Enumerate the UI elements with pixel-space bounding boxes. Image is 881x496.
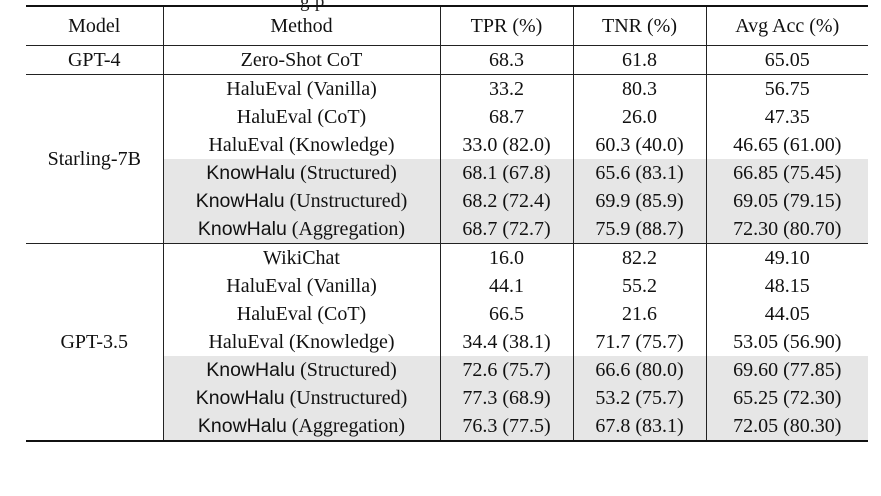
tnr-cell: 82.2 [572, 243, 706, 272]
method-cell: HaluEval (Vanilla) [162, 272, 440, 300]
table-row: KnowHalu (Structured) 72.6 (75.7) 66.6 (… [26, 356, 868, 384]
table-row: HaluEval (CoT) 68.7 26.0 47.35 [26, 103, 868, 131]
method-cell: HaluEval (Knowledge) [162, 328, 440, 356]
method-cell: KnowHalu (Unstructured) [162, 187, 440, 215]
tpr-cell: 33.0 (82.0) [439, 131, 573, 159]
avg-acc-cell: 46.65 (61.00) [705, 131, 868, 159]
tnr-cell: 80.3 [572, 74, 706, 103]
model-cell: Starling-7B [26, 74, 163, 244]
avg-acc-cell: 69.05 (79.15) [705, 187, 868, 215]
tpr-cell: 68.7 [439, 103, 573, 131]
tnr-cell: 55.2 [572, 272, 706, 300]
tnr-cell: 69.9 (85.9) [572, 187, 706, 215]
table-row: HaluEval (Knowledge) 34.4 (38.1) 71.7 (7… [26, 328, 868, 356]
table-row: KnowHalu (Structured) 68.1 (67.8) 65.6 (… [26, 159, 868, 187]
tnr-cell: 53.2 (75.7) [572, 384, 706, 412]
method-cell: HaluEval (Vanilla) [162, 74, 440, 103]
table-row: KnowHalu (Unstructured) 68.2 (72.4) 69.9… [26, 187, 868, 215]
tnr-cell: 67.8 (83.1) [572, 412, 706, 442]
avg-acc-cell: 66.85 (75.45) [705, 159, 868, 187]
tnr-cell: 66.6 (80.0) [572, 356, 706, 384]
tnr-cell: 21.6 [572, 300, 706, 328]
table-row: HaluEval (Knowledge) 33.0 (82.0) 60.3 (4… [26, 131, 868, 159]
table-row: GPT-4 Zero-Shot CoT 68.3 61.8 65.05 [26, 45, 868, 75]
method-name: KnowHalu [206, 359, 296, 381]
header-avg-acc: Avg Acc (%) [705, 6, 868, 46]
method-variant: (Structured) [300, 359, 397, 381]
table-row: Starling-7B HaluEval (Vanilla) 33.2 80.3… [26, 74, 868, 244]
avg-acc-cell: 69.60 (77.85) [705, 356, 868, 384]
table-row: KnowHalu (Aggregation) 76.3 (77.5) 67.8 … [26, 412, 868, 442]
tpr-cell: 68.2 (72.4) [439, 187, 573, 215]
model-cell: GPT-4 [26, 45, 163, 75]
table-row: GPT-3.5 WikiChat 16.0 82.2 49.10 [26, 243, 868, 442]
method-cell: HaluEval (CoT) [162, 103, 440, 131]
method-name: KnowHalu [195, 190, 285, 212]
avg-acc-cell: 56.75 [705, 74, 868, 103]
tpr-cell: 68.7 (72.7) [439, 215, 573, 244]
method-cell: HaluEval (Knowledge) [162, 131, 440, 159]
model-cell: GPT-3.5 [26, 243, 163, 442]
header-method: Method [162, 6, 440, 46]
method-name: KnowHalu [197, 415, 287, 437]
method-cell: KnowHalu (Structured) [162, 356, 440, 384]
method-cell: KnowHalu (Aggregation) [162, 215, 440, 244]
results-table: Model Method TPR (%) TNR (%) Avg Acc (%)… [26, 5, 868, 442]
tpr-cell: 77.3 (68.9) [439, 384, 573, 412]
tpr-cell: 76.3 (77.5) [439, 412, 573, 442]
avg-acc-cell: 47.35 [705, 103, 868, 131]
table-row: HaluEval (Vanilla) 44.1 55.2 48.15 [26, 272, 868, 300]
method-name: KnowHalu [206, 162, 296, 184]
method-cell: KnowHalu (Unstructured) [162, 384, 440, 412]
method-variant: (Structured) [300, 162, 397, 184]
tnr-cell: 65.6 (83.1) [572, 159, 706, 187]
method-name: KnowHalu [197, 218, 287, 240]
tpr-cell: 66.5 [439, 300, 573, 328]
tpr-cell: 68.3 [439, 45, 573, 75]
tpr-cell: 68.1 (67.8) [439, 159, 573, 187]
tpr-cell: 72.6 (75.7) [439, 356, 573, 384]
table-row: KnowHalu (Aggregation) 68.7 (72.7) 75.9 … [26, 215, 868, 244]
avg-acc-cell: 44.05 [705, 300, 868, 328]
header-tpr: TPR (%) [439, 6, 573, 46]
tpr-cell: 33.2 [439, 74, 573, 103]
table-row: KnowHalu (Unstructured) 77.3 (68.9) 53.2… [26, 384, 868, 412]
tnr-cell: 75.9 (88.7) [572, 215, 706, 244]
avg-acc-cell: 65.05 [705, 45, 868, 75]
method-cell: WikiChat [162, 243, 440, 272]
avg-acc-cell: 72.30 (80.70) [705, 215, 868, 244]
method-cell: Zero-Shot CoT [162, 45, 440, 75]
method-variant: (Aggregation) [291, 218, 406, 240]
method-variant: (Aggregation) [291, 415, 406, 437]
avg-acc-cell: 48.15 [705, 272, 868, 300]
tpr-cell: 44.1 [439, 272, 573, 300]
method-cell: KnowHalu (Structured) [162, 159, 440, 187]
header-model: Model [26, 6, 163, 46]
header-tnr: TNR (%) [572, 6, 706, 46]
tpr-cell: 34.4 (38.1) [439, 328, 573, 356]
tnr-cell: 71.7 (75.7) [572, 328, 706, 356]
tpr-cell: 16.0 [439, 243, 573, 272]
avg-acc-cell: 72.05 (80.30) [705, 412, 868, 442]
avg-acc-cell: 53.05 (56.90) [705, 328, 868, 356]
method-cell: HaluEval (CoT) [162, 300, 440, 328]
avg-acc-cell: 49.10 [705, 243, 868, 272]
tnr-cell: 61.8 [572, 45, 706, 75]
header-row: Model Method TPR (%) TNR (%) Avg Acc (%) [26, 6, 868, 46]
tnr-cell: 60.3 (40.0) [572, 131, 706, 159]
method-variant: (Unstructured) [289, 190, 408, 212]
table-row: HaluEval (CoT) 66.5 21.6 44.05 [26, 300, 868, 328]
avg-acc-cell: 65.25 (72.30) [705, 384, 868, 412]
method-variant: (Unstructured) [289, 387, 408, 409]
tnr-cell: 26.0 [572, 103, 706, 131]
method-cell: KnowHalu (Aggregation) [162, 412, 440, 442]
method-name: KnowHalu [195, 387, 285, 409]
